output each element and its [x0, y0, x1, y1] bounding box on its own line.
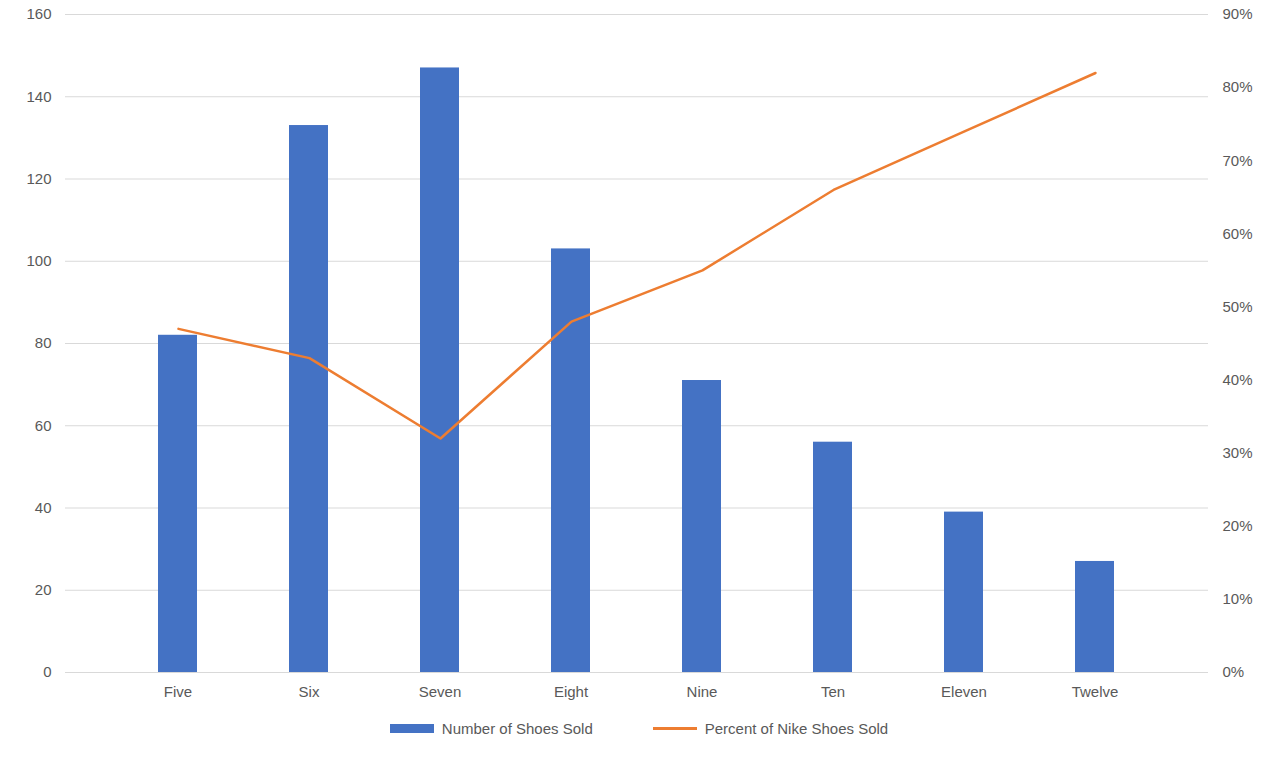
svg-text:Twelve: Twelve: [1072, 683, 1119, 700]
html-text:Number of Shoes Sold: Number of Shoes Sold: [441, 720, 593, 737]
svg-text:100: 100: [26, 252, 51, 269]
svg-text:50%: 50%: [1223, 298, 1253, 315]
svg-text:Five: Five: [164, 683, 192, 700]
svg-text:Eight: Eight: [554, 683, 589, 700]
svg-text:60%: 60%: [1223, 225, 1253, 242]
html-text:Percent of Nike Shoes Sold: Percent of Nike Shoes Sold: [704, 720, 889, 737]
svg-text:160: 160: [26, 5, 51, 22]
svg-text:Eleven: Eleven: [941, 683, 987, 700]
svg-text:Nine: Nine: [687, 683, 718, 700]
svg-text:140: 140: [26, 88, 51, 105]
svg-text:Six: Six: [299, 683, 320, 700]
svg-text:40: 40: [35, 499, 52, 516]
svg-text:10%: 10%: [1223, 590, 1253, 607]
svg-text:30%: 30%: [1223, 444, 1253, 461]
svg-text:90%: 90%: [1223, 5, 1253, 22]
svg-text:80: 80: [35, 334, 52, 351]
svg-text:40%: 40%: [1223, 371, 1253, 388]
svg-text:Seven: Seven: [419, 683, 462, 700]
svg-text:20: 20: [35, 581, 52, 598]
svg-text:60: 60: [35, 417, 52, 434]
svg-text:80%: 80%: [1223, 78, 1253, 95]
svg-text:20%: 20%: [1223, 517, 1253, 534]
svg-text:Ten: Ten: [821, 683, 845, 700]
svg-text:0: 0: [43, 663, 51, 680]
svg-text:120: 120: [26, 170, 51, 187]
svg-text:70%: 70%: [1223, 152, 1253, 169]
svg-text:0%: 0%: [1223, 663, 1245, 680]
